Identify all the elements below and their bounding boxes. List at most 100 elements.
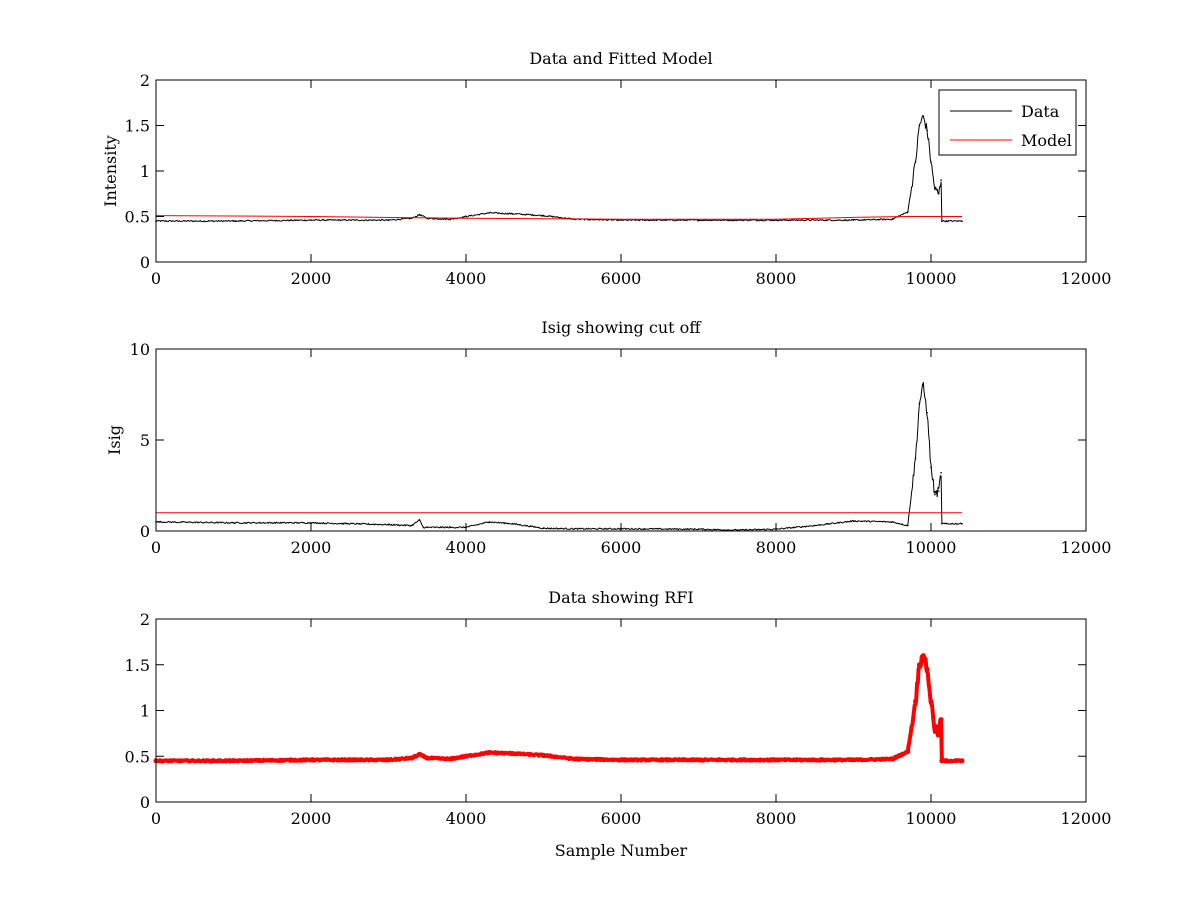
data-point xyxy=(918,402,921,405)
data-point xyxy=(488,521,491,523)
panel-2-ylabel: Isig xyxy=(105,425,124,455)
x-tick-label: 8000 xyxy=(756,809,797,828)
data-point xyxy=(889,756,895,762)
data-point xyxy=(463,753,469,759)
data-point xyxy=(409,755,415,761)
data-point xyxy=(424,755,430,761)
data-point xyxy=(945,220,948,222)
x-tick-label: 12000 xyxy=(1061,269,1112,288)
data-point xyxy=(232,220,235,222)
x-tick-label: 12000 xyxy=(1061,538,1112,557)
data-point xyxy=(572,756,577,762)
y-tick-label: 0 xyxy=(140,793,150,812)
legend-data-label: Data xyxy=(1021,102,1060,121)
data-point xyxy=(938,490,940,492)
x-tick-label: 2000 xyxy=(291,809,332,828)
y-tick-label: 5 xyxy=(140,431,150,450)
x-tick-label: 0 xyxy=(151,269,161,288)
data-point xyxy=(961,522,963,525)
y-tick-label: 1.5 xyxy=(125,656,150,675)
y-tick-label: 0 xyxy=(140,522,150,541)
data-point xyxy=(511,522,514,525)
y-tick-label: 1 xyxy=(140,162,150,181)
data-point xyxy=(542,527,545,530)
data-point xyxy=(386,757,391,763)
panel-1-title: Data and Fitted Model xyxy=(529,49,712,68)
data-point xyxy=(936,730,942,736)
data-point xyxy=(944,758,949,764)
data-point xyxy=(697,528,700,530)
x-tick-label: 4000 xyxy=(446,538,487,557)
x-tick-label: 10000 xyxy=(906,269,957,288)
panel-2-axes: 0 2000 4000 6000 8000 10000 12000 0 5 10 xyxy=(130,340,1112,557)
data-point xyxy=(387,219,390,221)
data-point xyxy=(922,115,925,118)
series-1-trace xyxy=(154,654,964,764)
x-tick-label: 8000 xyxy=(756,538,797,557)
data-point xyxy=(422,526,425,529)
data-point xyxy=(924,666,930,672)
data-point xyxy=(449,218,452,220)
panel-3-data-layer xyxy=(153,653,965,764)
data-point xyxy=(488,212,491,214)
data-point xyxy=(959,758,965,764)
data-point xyxy=(913,698,918,704)
panel-3-title: Data showing RFI xyxy=(548,588,693,607)
panel-3: Data showing RFI 0 2000 4000 6000 8000 10000 1… xyxy=(125,588,1112,860)
panel-1-data-layer xyxy=(155,115,963,223)
data-point xyxy=(939,758,945,764)
data-point xyxy=(411,524,413,527)
data-point xyxy=(541,752,546,758)
y-tick-label: 0 xyxy=(140,253,150,272)
data-point xyxy=(775,219,777,221)
data-point xyxy=(941,522,943,525)
legend-box xyxy=(938,89,1077,156)
data-point xyxy=(907,524,909,527)
x-tick-label: 10000 xyxy=(906,809,957,828)
data-point xyxy=(511,213,514,215)
panel-1-legend: Data Model xyxy=(938,89,1077,156)
data-point xyxy=(914,161,917,163)
data-point xyxy=(310,219,312,221)
data-point xyxy=(417,751,422,757)
data-point xyxy=(232,522,235,524)
data-point xyxy=(938,717,944,723)
data-point xyxy=(930,161,932,163)
x-tick-label: 6000 xyxy=(601,538,642,557)
data-point xyxy=(941,220,943,222)
data-point xyxy=(449,526,452,529)
x-tick-label: 2000 xyxy=(291,269,332,288)
data-point xyxy=(510,751,515,756)
x-tick-label: 6000 xyxy=(601,809,642,828)
panel-3-xlabel: Sample Number xyxy=(555,841,688,860)
data-point xyxy=(926,129,928,131)
x-tick-label: 0 xyxy=(151,809,161,828)
x-tick-label: 6000 xyxy=(601,269,642,288)
data-point xyxy=(852,520,855,522)
data-point xyxy=(891,218,894,220)
y-tick-label: 2 xyxy=(140,610,150,629)
y-tick-label: 1.5 xyxy=(125,117,150,136)
data-point xyxy=(905,749,911,755)
panel-1-axes: 0 2000 4000 6000 8000 10000 12000 0 0.5 1 1.5 2 xyxy=(125,71,1112,288)
x-tick-label: 4000 xyxy=(446,809,487,828)
data-point xyxy=(930,466,932,469)
y-tick-label: 0.5 xyxy=(125,208,150,227)
x-tick-label: 8000 xyxy=(756,269,797,288)
data-point xyxy=(914,457,917,460)
data-point xyxy=(418,519,421,521)
x-tick-label: 12000 xyxy=(1061,809,1112,828)
data-point xyxy=(926,411,928,414)
data-point xyxy=(961,220,963,222)
data-point xyxy=(851,757,856,763)
series-1-trace xyxy=(155,115,963,223)
data-point xyxy=(891,521,894,523)
data-point xyxy=(920,653,926,659)
data-point xyxy=(231,758,236,764)
data-point xyxy=(940,472,942,474)
x-tick-label: 10000 xyxy=(906,538,957,557)
data-point xyxy=(618,757,624,763)
data-point xyxy=(387,523,390,526)
data-point xyxy=(697,219,700,221)
